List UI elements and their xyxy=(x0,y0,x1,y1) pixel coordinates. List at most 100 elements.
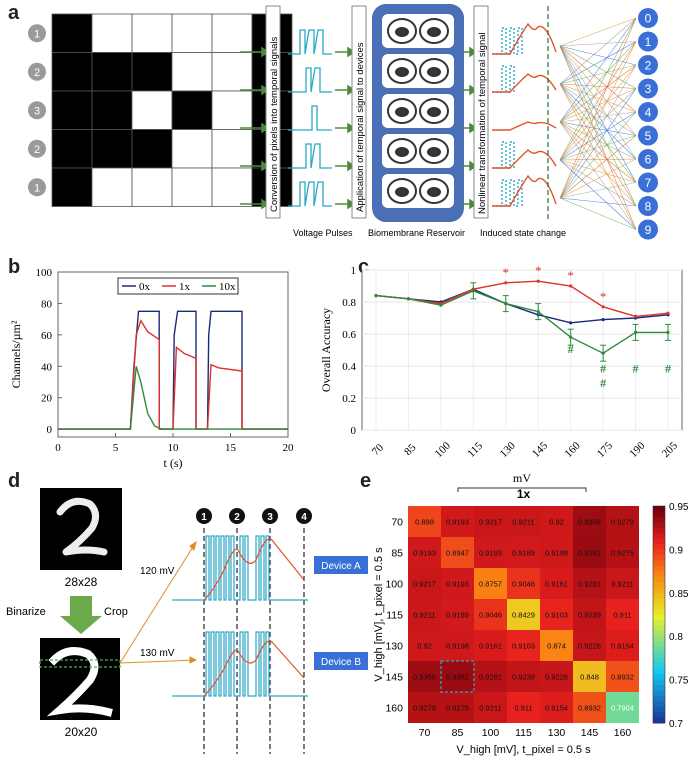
colorbar-segment xyxy=(653,625,665,632)
heatmap-cell xyxy=(540,568,573,599)
x-tick-label: 0 xyxy=(55,442,61,454)
data-point xyxy=(633,314,638,318)
connection-line xyxy=(559,88,637,199)
input-arrows xyxy=(240,46,270,210)
row-count-badge xyxy=(28,101,46,120)
colorbar-segment xyxy=(653,527,665,534)
pixel-cell xyxy=(171,90,213,130)
heatmap-cell xyxy=(507,599,540,630)
colorbar-segment xyxy=(653,712,665,719)
significance-hash: # xyxy=(600,361,606,375)
significance-hash: # xyxy=(665,361,671,375)
y-axis-label: Overall Accuracy xyxy=(319,308,333,392)
connection-line xyxy=(559,17,637,161)
caption-induced-state: Induced state change xyxy=(480,228,566,238)
heatmap-value: 0.9189 xyxy=(446,611,469,620)
x-tick-label: 130 xyxy=(498,439,519,460)
series-line-1x xyxy=(375,280,669,318)
heatmap-cell xyxy=(606,506,639,537)
connection-line xyxy=(559,41,637,199)
x-tick-label: 160 xyxy=(614,727,632,739)
connection-line xyxy=(559,83,637,183)
x-tick-label: 15 xyxy=(225,442,237,454)
heatmap-value: 0.911 xyxy=(514,704,532,713)
connection-line xyxy=(559,45,637,113)
x-tick-label: 130 xyxy=(548,727,566,739)
heatmap-cell xyxy=(507,506,540,537)
connection-line xyxy=(559,197,637,230)
heatmap-value: 0.9279 xyxy=(611,518,634,527)
connection-line xyxy=(559,41,637,47)
pulse-train xyxy=(288,29,332,55)
output-label: 2 xyxy=(645,59,652,73)
heatmap-cell xyxy=(573,692,606,723)
panel-label-b: b xyxy=(8,256,21,278)
panel-label-d: d xyxy=(8,470,21,492)
heatmap-value: 0.9275 xyxy=(611,549,634,558)
connection-line xyxy=(559,17,637,47)
x-tick-label: 20 xyxy=(283,442,295,454)
induced-responses xyxy=(492,22,557,207)
heatmap-cell xyxy=(474,537,507,568)
pixel-cell xyxy=(51,90,93,130)
x-tick-label: 85 xyxy=(402,441,419,458)
heatmap-value: 0.9211 xyxy=(479,704,501,713)
connection-line xyxy=(559,121,637,207)
chart-e: 1x0.898 0.9193 0.9217 0.9211 0.92 0.9356 0.927… xyxy=(373,487,689,756)
pixel-cell xyxy=(171,167,213,207)
heatmap-value: 0.9103 xyxy=(545,611,568,620)
response-curve xyxy=(492,73,557,93)
heatmap-value: 0.9189 xyxy=(512,549,535,558)
crop-label: Crop xyxy=(104,606,128,618)
heatmap-cell xyxy=(441,661,474,692)
heatmap-value: 0.9226 xyxy=(545,673,568,682)
connection-line xyxy=(559,88,637,123)
data-point xyxy=(569,284,573,288)
heatmap-cell xyxy=(474,630,507,661)
legend: 0x 1x 10x xyxy=(457,487,587,492)
x-tick-label: 70 xyxy=(419,727,431,739)
heatmap-cell xyxy=(507,630,540,661)
pixel-cell xyxy=(91,90,133,130)
colorbar-segment xyxy=(653,657,665,664)
connection-line xyxy=(559,121,637,160)
x-tick-label: 190 xyxy=(627,439,648,460)
output-node xyxy=(638,8,658,28)
colorbar-segment xyxy=(653,695,665,702)
colorbar-segment xyxy=(653,549,665,556)
heatmap-value: 0.8932 xyxy=(611,673,634,682)
response-pulses xyxy=(492,179,523,207)
legend-label: 10x xyxy=(563,491,580,492)
connection-line xyxy=(559,45,637,66)
heatmap-title: 1x xyxy=(517,487,531,501)
data-point xyxy=(504,281,508,285)
panel-label-e: e xyxy=(360,470,372,492)
data-point xyxy=(601,305,605,309)
heatmap-value: 0.9281 xyxy=(578,580,601,589)
row-pointer-lines xyxy=(119,540,198,664)
pulse-train xyxy=(288,181,332,207)
colorbar-segment xyxy=(653,511,665,518)
legend-label: 0x xyxy=(479,491,491,492)
colorbar-segment xyxy=(653,554,665,561)
connection-line xyxy=(559,135,637,199)
response-pulses xyxy=(492,65,515,93)
droplet-core xyxy=(427,147,441,157)
x-tick-label: 145 xyxy=(581,727,599,739)
y-tick-label: 0.4 xyxy=(342,361,356,373)
device-b-label: Device B xyxy=(321,657,361,668)
connection-line xyxy=(559,64,637,199)
connection-line xyxy=(559,45,637,160)
data-point xyxy=(374,294,378,298)
heatmap-value: 0.9193 xyxy=(446,518,469,527)
pixel-cell xyxy=(91,167,133,207)
heatmap-cell xyxy=(573,599,606,630)
device-waveforms xyxy=(172,535,308,697)
heatmap-value: 0.898 xyxy=(415,518,434,527)
series-line-1x xyxy=(58,319,288,430)
connection-line xyxy=(559,83,637,136)
heatmap-value: 0.8947 xyxy=(446,549,469,558)
output-label: 1 xyxy=(645,35,652,49)
heatmap-value: 0.9217 xyxy=(479,518,502,527)
panel-label-a: a xyxy=(8,2,20,24)
